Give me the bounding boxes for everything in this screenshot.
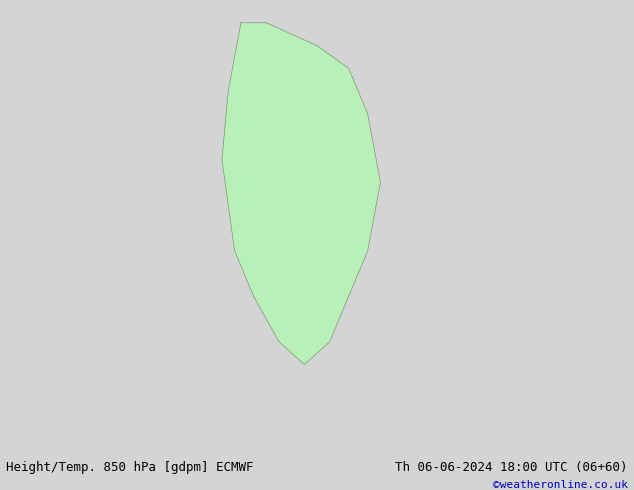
Text: Th 06-06-2024 18:00 UTC (06+60): Th 06-06-2024 18:00 UTC (06+60) bbox=[395, 461, 628, 474]
Polygon shape bbox=[222, 23, 380, 365]
FancyBboxPatch shape bbox=[13, 9, 621, 446]
Text: Height/Temp. 850 hPa [gdpm] ECMWF: Height/Temp. 850 hPa [gdpm] ECMWF bbox=[6, 461, 254, 474]
Text: ©weatheronline.co.uk: ©weatheronline.co.uk bbox=[493, 480, 628, 490]
